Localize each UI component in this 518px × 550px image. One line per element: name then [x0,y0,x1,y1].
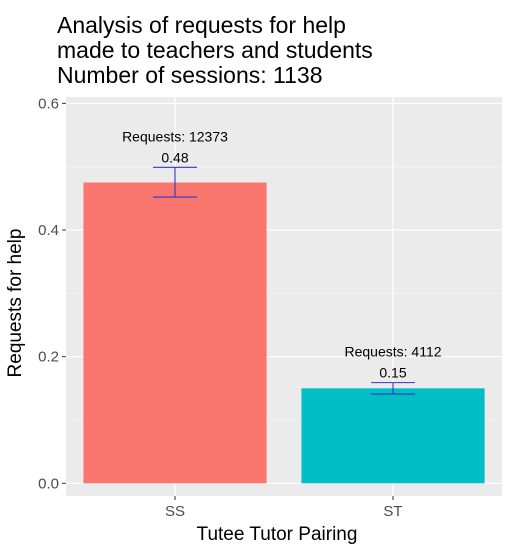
x-tick-label: SS [165,503,185,520]
chart-title: Analysis of requests for help made to te… [57,12,373,88]
y-axis: 0.0 0.2 0.4 0.6 [38,95,66,492]
y-axis-title: Requests for help [5,229,26,378]
chart-title-line-3: Number of sessions: 1138 [57,62,323,88]
y-tick-label: 0.4 [38,222,59,239]
error-bar-ss [153,166,197,198]
chart-title-line-1: Analysis of requests for help [57,12,346,38]
value-label: 0.48 [161,149,188,165]
bar-labels: 0.48 Requests: 12373 0.15 Requests: 4112 [122,128,442,380]
requests-label: Requests: 12373 [122,128,228,144]
error-bars [153,166,415,395]
x-axis: SS ST [165,496,403,520]
requests-label: Requests: 4112 [344,344,441,360]
bars [83,182,485,484]
x-tick-label: ST [383,503,402,520]
y-tick-label: 0.0 [38,475,59,492]
bar-st [301,388,485,484]
bar-ss [83,182,267,484]
error-bar-st [371,382,415,395]
x-axis-title: Tutee Tutor Pairing [197,524,358,545]
y-tick-label: 0.2 [38,349,59,366]
chart-title-line-2: made to teachers and students [57,37,373,63]
value-label: 0.15 [379,365,406,381]
y-tick-label: 0.6 [38,95,59,112]
